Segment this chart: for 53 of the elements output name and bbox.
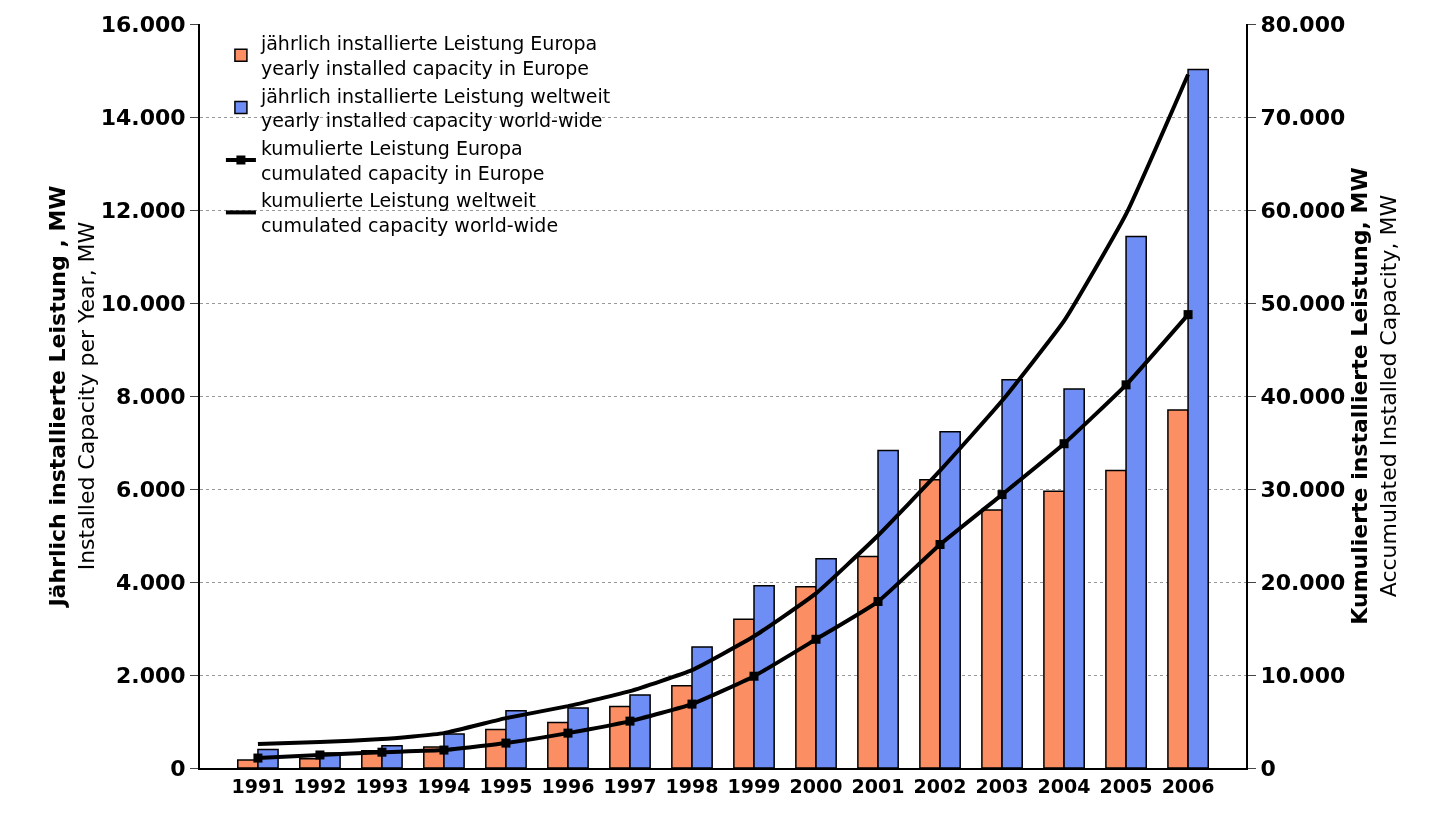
y-tick-label: 2.000 <box>116 662 186 688</box>
y-tick-label: 6.000 <box>116 476 186 502</box>
y-tick-label: 12.000 <box>100 197 186 223</box>
y2-tick-label: 40.000 <box>1260 383 1346 409</box>
x-tick-label: 2002 <box>913 774 967 797</box>
y2-tick-label: 60.000 <box>1260 197 1346 223</box>
x-tick-label: 2000 <box>789 774 843 797</box>
x-tick-label: 1992 <box>293 774 347 797</box>
x-tick-label: 2006 <box>1161 774 1215 797</box>
point <box>935 540 945 550</box>
point <box>501 738 511 748</box>
y-tick-label: 14.000 <box>100 104 186 130</box>
x-tick-label: 2001 <box>851 774 905 797</box>
y2-tick-label: 10.000 <box>1260 662 1346 688</box>
y2-tick-label: 30.000 <box>1260 476 1346 502</box>
y2-tick-label: 80.000 <box>1260 11 1346 37</box>
y-tick-label: 8.000 <box>116 383 186 409</box>
x-tick-label: 1999 <box>727 774 781 797</box>
point <box>1059 439 1069 449</box>
point <box>563 728 573 738</box>
point <box>811 634 821 644</box>
point <box>749 671 759 681</box>
x-tick-label: 2005 <box>1099 774 1153 797</box>
x-tick-label: 1993 <box>355 774 409 797</box>
x-tick-label: 2003 <box>975 774 1029 797</box>
x-tick-label: 1997 <box>603 774 657 797</box>
legend-label: kumulierte Leistung weltweit cumulated capacity world-wide <box>260 189 559 237</box>
point <box>253 753 263 763</box>
point <box>1183 310 1193 320</box>
y2-tick-label: 0 <box>1260 755 1276 781</box>
y-tick-label: 16.000 <box>100 11 186 37</box>
y-tick-label: 4.000 <box>116 569 186 595</box>
point <box>687 699 697 709</box>
point <box>1121 380 1131 390</box>
point <box>997 490 1007 500</box>
point <box>315 750 325 760</box>
y-tick-label: 10.000 <box>100 290 186 316</box>
point <box>377 747 387 757</box>
point <box>873 597 883 607</box>
x-tick-label: 1996 <box>541 774 595 797</box>
x-tick-label: 1995 <box>479 774 533 797</box>
x-tick-label: 1994 <box>417 774 471 797</box>
point <box>439 745 449 755</box>
y-axis-title: Jährlich installierte Leistung , MW Installed Capacity per Year, MW <box>45 185 99 609</box>
y2-tick-label: 70.000 <box>1260 104 1346 130</box>
y-tick-label: 0 <box>170 755 186 781</box>
y2-tick-label: 50.000 <box>1260 290 1346 316</box>
x-tick-label: 2004 <box>1037 774 1091 797</box>
x-tick-label: 1991 <box>231 774 285 797</box>
x-tick-label: 1998 <box>665 774 719 797</box>
point <box>625 716 635 726</box>
y2-tick-label: 20.000 <box>1260 569 1346 595</box>
y2-axis-title: Kumulierte installierte Leistung, MW Accumulated Installed Capacity, MW <box>1347 167 1401 625</box>
